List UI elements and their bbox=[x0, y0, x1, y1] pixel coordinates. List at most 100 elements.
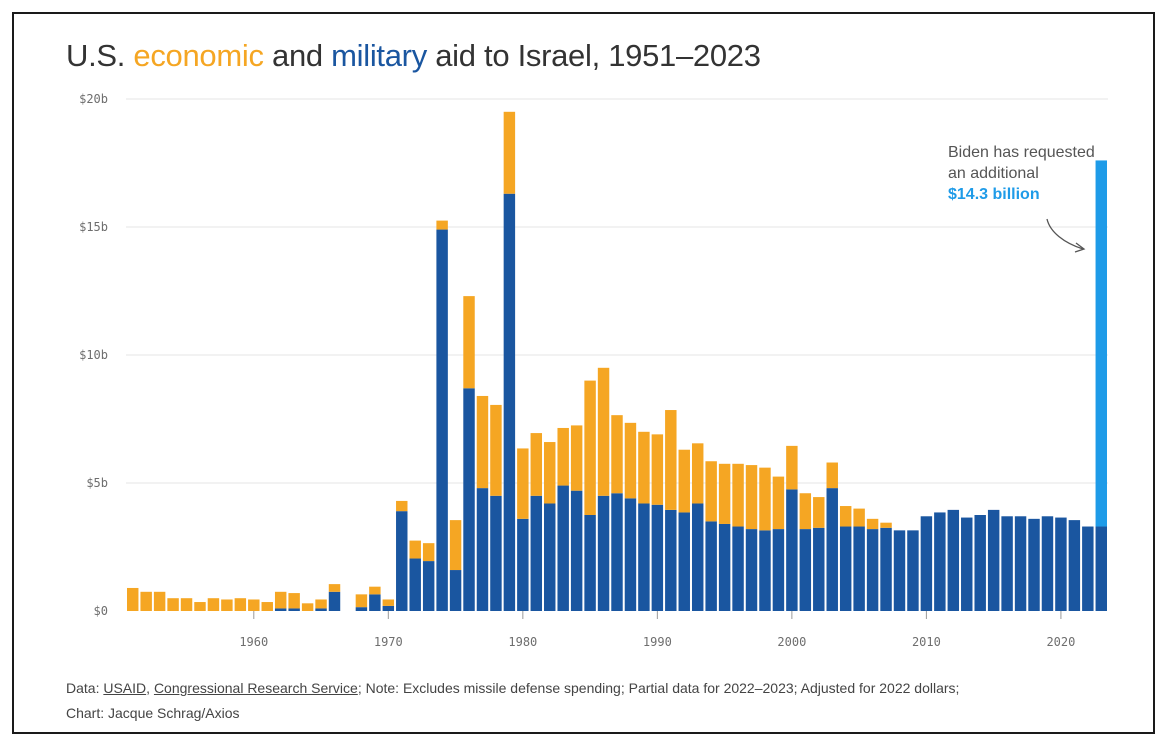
bar-economic bbox=[261, 602, 273, 611]
bar-military bbox=[1055, 517, 1067, 611]
x-tick-label: 2020 bbox=[1046, 635, 1075, 649]
bar-military bbox=[557, 485, 569, 611]
bar-economic bbox=[315, 599, 327, 609]
axes: $0 $5b $10b $15b $20b 1960 1970 1980 1990 2000 201… bbox=[79, 92, 1075, 649]
bar-economic bbox=[409, 540, 421, 559]
bar-military bbox=[638, 503, 650, 611]
bar-economic bbox=[140, 591, 152, 611]
bar-military bbox=[826, 488, 838, 611]
annotation-arrowhead bbox=[1074, 242, 1086, 253]
bar-military bbox=[907, 530, 919, 611]
bar-military bbox=[463, 388, 475, 611]
bar-economic bbox=[180, 598, 193, 611]
bar-military bbox=[490, 495, 502, 611]
title-prefix: U.S. bbox=[66, 38, 134, 73]
bar-military bbox=[422, 561, 435, 611]
bar-military bbox=[880, 527, 892, 611]
y-tick-label: $5b bbox=[86, 476, 108, 490]
gridlines bbox=[126, 98, 1108, 484]
bar-military bbox=[853, 526, 865, 611]
bar-economic bbox=[570, 425, 583, 491]
bar-military bbox=[396, 511, 408, 611]
bar-military bbox=[449, 570, 462, 611]
source-link-crs[interactable]: Congressional Research Service bbox=[153, 680, 358, 696]
bar-military bbox=[382, 605, 395, 611]
bar-military bbox=[1095, 526, 1107, 611]
bar-military bbox=[517, 518, 529, 611]
bar-economic bbox=[759, 467, 771, 531]
bar-economic bbox=[557, 427, 569, 486]
bar-military bbox=[1068, 520, 1081, 611]
bar-military bbox=[665, 509, 677, 611]
title-economic: economic bbox=[133, 38, 264, 73]
bar-economic bbox=[691, 443, 704, 504]
bar-military bbox=[476, 488, 489, 611]
bar-military bbox=[1001, 516, 1013, 611]
bar-military bbox=[799, 529, 812, 611]
bar-economic bbox=[705, 461, 717, 522]
footer-sources: Data: USAID, Congressional Research Serv… bbox=[66, 676, 959, 701]
title-military: military bbox=[331, 38, 427, 73]
bar-military bbox=[987, 509, 1000, 611]
source-link-usaid[interactable]: USAID bbox=[103, 680, 147, 696]
bar-economic bbox=[584, 380, 596, 515]
bar-economic bbox=[718, 463, 731, 524]
bar-economic bbox=[288, 593, 300, 609]
bar-military bbox=[920, 516, 933, 611]
annotation-line-2: an additional bbox=[948, 165, 1039, 182]
bar-military bbox=[1014, 516, 1027, 611]
bar-economic bbox=[678, 449, 690, 513]
bar-military bbox=[813, 527, 825, 611]
bar-economic bbox=[207, 598, 220, 611]
bar-economic bbox=[167, 598, 179, 611]
x-tick-label: 1970 bbox=[374, 635, 403, 649]
bar-economic bbox=[234, 598, 247, 611]
bar-economic bbox=[530, 433, 543, 496]
bar-military bbox=[678, 512, 690, 611]
x-tick-label: 1990 bbox=[643, 635, 672, 649]
annotation-arrow bbox=[1046, 218, 1084, 250]
bar-economic bbox=[463, 296, 475, 389]
bar-economic bbox=[153, 591, 166, 611]
bar-military bbox=[961, 517, 973, 611]
bar-economic bbox=[127, 587, 139, 611]
bar-economic bbox=[839, 506, 852, 527]
bar-economic bbox=[611, 415, 623, 494]
bar-military bbox=[705, 521, 717, 611]
bar-economic bbox=[651, 434, 664, 505]
bar-economic bbox=[665, 410, 677, 510]
bar-military bbox=[772, 529, 785, 611]
x-tick-label: 1980 bbox=[508, 635, 537, 649]
y-tick-label: $0 bbox=[94, 604, 108, 618]
bar-military bbox=[570, 490, 583, 611]
bar-military bbox=[732, 526, 744, 611]
title-suffix: aid to Israel, 1951–2023 bbox=[426, 38, 761, 73]
bar-military bbox=[691, 503, 704, 611]
chart-title: U.S. economic and military aid to Israel… bbox=[66, 38, 761, 74]
bar-military bbox=[436, 229, 448, 611]
bar-economic bbox=[396, 500, 408, 512]
bar-economic bbox=[866, 518, 879, 530]
bar-military bbox=[530, 495, 543, 611]
bar-economic bbox=[449, 520, 462, 571]
bar-economic bbox=[248, 599, 260, 611]
bar-military bbox=[611, 493, 623, 611]
x-tick-label: 2010 bbox=[912, 635, 941, 649]
bar-military bbox=[759, 530, 771, 611]
bar-economic bbox=[786, 445, 798, 490]
bar-economic bbox=[503, 111, 516, 194]
footer-data-label: Data: bbox=[66, 680, 104, 696]
bar-economic bbox=[369, 586, 381, 595]
bar-economic bbox=[624, 422, 637, 499]
bar-military bbox=[839, 526, 852, 611]
bar-military bbox=[1082, 526, 1094, 611]
bar-military bbox=[947, 509, 960, 611]
footer-credit: Chart: Jacque Schrag/Axios bbox=[66, 705, 240, 721]
bar-economic bbox=[597, 367, 610, 496]
chart-footer: Data: USAID, Congressional Research Serv… bbox=[66, 676, 959, 726]
footer-separator: , bbox=[146, 680, 154, 696]
bar-military bbox=[651, 504, 664, 611]
bar-military bbox=[718, 523, 731, 611]
bar-economic bbox=[194, 602, 206, 611]
